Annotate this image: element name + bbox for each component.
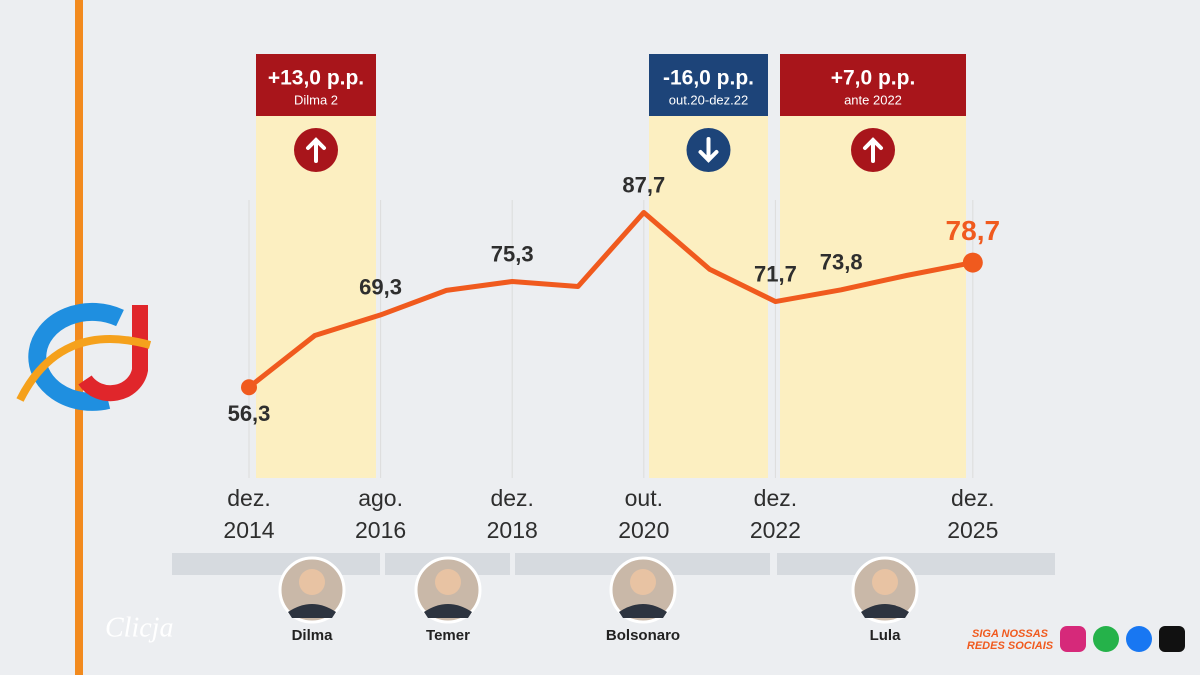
value-label: 69,3 — [359, 275, 402, 300]
value-label: 73,8 — [820, 250, 863, 275]
x-tick-label: dez. 2018 — [487, 485, 538, 543]
president-face — [630, 569, 656, 595]
president-name: Lula — [870, 627, 901, 644]
logo-c — [28, 302, 124, 411]
highlight-band — [649, 116, 768, 478]
highlight-band — [256, 116, 376, 478]
annotation-subtitle: ante 2022 — [844, 92, 902, 107]
social-text: REDES SOCIAIS — [967, 640, 1054, 652]
x-tick-label: dez. 2014 — [223, 485, 274, 543]
value-label: 75,3 — [491, 241, 534, 266]
value-label: 87,7 — [622, 172, 665, 197]
x-tick-label: dez. 2025 — [947, 485, 998, 543]
logo-swoosh — [16, 335, 152, 402]
president-suit — [424, 604, 472, 618]
arrow-glyph — [863, 137, 883, 163]
president-name: Temer — [426, 627, 470, 644]
arrow-glyph — [306, 137, 326, 163]
value-label: 71,7 — [754, 261, 797, 286]
president-face — [299, 569, 325, 595]
annotation-header — [256, 54, 376, 116]
x-tick-label: ago. 2016 — [355, 485, 406, 543]
instagram-icon[interactable] — [1060, 626, 1086, 652]
tiktok-icon[interactable] — [1159, 626, 1185, 652]
value-label: 56,3 — [228, 401, 271, 426]
president-suit — [861, 604, 909, 618]
whatsapp-icon[interactable] — [1093, 626, 1119, 652]
annotation-subtitle: Dilma 2 — [294, 92, 338, 107]
annotation-title: +7,0 p.p. — [831, 67, 916, 90]
x-tick-label: dez. 2022 — [750, 485, 801, 543]
arrow-glyph — [698, 137, 719, 163]
logo-j — [78, 305, 148, 402]
facebook-icon[interactable] — [1126, 626, 1152, 652]
annotation-title: -16,0 p.p. — [663, 67, 754, 90]
line — [247, 209, 974, 390]
president-face — [435, 569, 461, 595]
value-label: 78,7 — [946, 215, 1001, 246]
point — [241, 379, 257, 396]
term-band — [172, 553, 380, 575]
point — [962, 252, 983, 273]
annotation-header — [649, 54, 768, 116]
x-tick-label: out. 2020 — [618, 485, 669, 543]
president-face — [872, 569, 898, 595]
accent-bar — [75, 0, 83, 675]
brand-name: Clicja — [105, 612, 173, 643]
president-name: Dilma — [292, 627, 334, 644]
annotation-subtitle: out.20-dez.22 — [669, 92, 749, 107]
annotation-header — [780, 54, 966, 116]
president-name: Bolsonaro — [606, 627, 680, 644]
president-suit — [288, 604, 336, 618]
president-suit — [619, 604, 667, 618]
logo — [16, 302, 152, 411]
annotation-title: +13,0 p.p. — [268, 67, 364, 90]
term-band — [777, 553, 1055, 575]
social-text: SIGA NOSSAS — [972, 628, 1049, 640]
